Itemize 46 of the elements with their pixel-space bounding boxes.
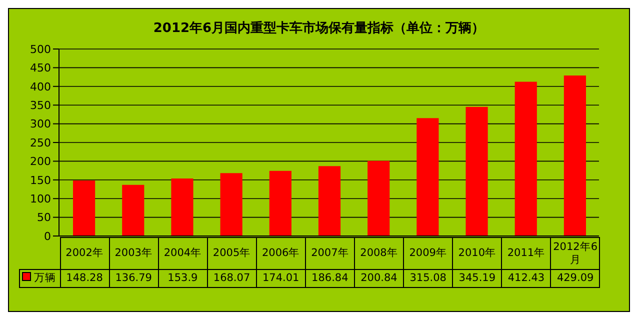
y-tick-label: 250 [30, 136, 51, 150]
x-tick-label: 2005年 [207, 238, 256, 270]
x-tick-label: 2003年 [109, 238, 158, 270]
y-tick-label: 50 [37, 211, 51, 224]
y-tick-label: 0 [44, 230, 51, 243]
y-tick-label: 400 [30, 80, 51, 94]
bar [368, 160, 390, 236]
bar [466, 106, 488, 236]
x-tick-label: 2008年 [354, 238, 404, 270]
y-tick-label: 200 [30, 155, 51, 168]
legend-label: 万辆 [20, 270, 60, 288]
bar [269, 170, 292, 236]
y-tick-label: 100 [30, 192, 51, 206]
chart-title: 2012年6月国内重型卡车市场保有量指标（单位：万辆） [152, 20, 486, 38]
x-tick-label: 2007年 [305, 238, 354, 270]
x-tick-label: 2004年 [158, 238, 208, 270]
y-tick-label: 500 [30, 42, 51, 56]
data-label: 186.84 [305, 270, 354, 288]
y-tick-label: 300 [30, 118, 51, 131]
data-label: 136.79 [109, 270, 158, 288]
data-label: 345.19 [452, 270, 502, 288]
x-tick-label: 2010年 [452, 238, 502, 270]
x-tick-label: 2002年 [60, 238, 110, 270]
y-tick-label: 150 [30, 174, 51, 187]
bar [514, 82, 537, 236]
data-label: 153.9 [158, 270, 208, 288]
data-label: 200.84 [354, 270, 404, 288]
bar [220, 173, 242, 236]
data-label: 174.01 [256, 270, 306, 288]
bar [122, 184, 144, 236]
data-label: 315.08 [404, 270, 453, 288]
data-label: 412.43 [502, 270, 551, 288]
bar [171, 178, 194, 236]
bar [73, 180, 96, 236]
y-tick-label: 450 [30, 62, 51, 75]
data-label: 168.07 [207, 270, 256, 288]
bar [416, 118, 439, 236]
x-tick-label: 2009年 [404, 238, 453, 270]
data-label: 148.28 [60, 270, 110, 288]
x-tick-label: 2011年 [502, 238, 551, 270]
data-label: 429.09 [550, 270, 600, 288]
bar [564, 76, 586, 236]
y-tick-label: 350 [30, 99, 51, 112]
bar [318, 166, 341, 236]
x-tick-label: 2012年6月 [550, 238, 600, 270]
x-tick-label: 2006年 [256, 238, 306, 270]
